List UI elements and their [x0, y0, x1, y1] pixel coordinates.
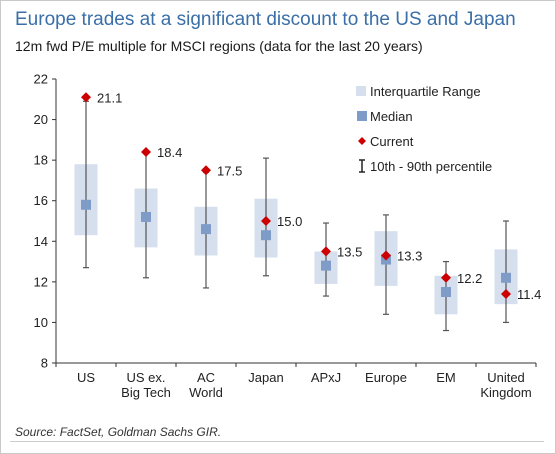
median-marker [141, 211, 151, 222]
chart-subtitle: 12m fwd P/E multiple for MSCI regions (d… [15, 38, 423, 54]
median-marker [501, 272, 511, 283]
chart-title: Europe trades at a significant discount … [15, 9, 516, 30]
current-value-label: 15.0 [277, 214, 302, 229]
y-tick-label: 16 [34, 193, 48, 208]
bottom-divider [10, 441, 544, 442]
x-category-label: Japan [248, 370, 283, 385]
current-marker [261, 216, 271, 226]
current-marker [321, 246, 331, 257]
legend-iqr-swatch [356, 86, 366, 96]
x-category-label: US [77, 370, 95, 385]
y-tick-label: 18 [34, 153, 48, 168]
x-category-label: Kingdom [480, 385, 531, 400]
median-marker [81, 199, 91, 210]
legend-label: 10th - 90th percentile [370, 159, 492, 174]
y-tick-label: 12 [34, 274, 48, 289]
x-category-label: World [189, 385, 223, 400]
chart-source: Source: FactSet, Goldman Sachs GIR. [15, 425, 222, 439]
current-value-label: 17.5 [217, 163, 242, 178]
current-value-label: 12.2 [457, 271, 482, 286]
legend-median-swatch [357, 111, 367, 121]
legend-label: Median [370, 109, 413, 124]
median-marker [441, 287, 451, 297]
y-tick-label: 10 [34, 315, 48, 330]
legend-label: Interquartile Range [370, 84, 481, 99]
current-marker [501, 289, 511, 300]
median-marker [321, 260, 331, 271]
x-category-label: APxJ [311, 370, 341, 385]
current-value-label: 13.5 [337, 244, 362, 259]
x-category-label: US ex. [126, 370, 165, 385]
current-value-label: 18.4 [157, 145, 182, 160]
x-category-label: United [487, 370, 525, 385]
current-marker [201, 165, 211, 176]
current-marker [381, 250, 391, 261]
x-category-label: AC [197, 370, 215, 385]
current-marker [81, 92, 91, 103]
current-marker [441, 272, 451, 283]
legend-label: Current [370, 134, 414, 149]
current-marker [141, 147, 151, 158]
current-value-label: 11.4 [517, 287, 541, 302]
x-category-label: Big Tech [121, 385, 171, 400]
y-tick-label: 20 [34, 112, 48, 127]
x-category-label: Europe [365, 370, 407, 385]
x-category-label: EM [436, 370, 456, 385]
y-tick-label: 14 [34, 234, 48, 249]
current-value-label: 13.3 [397, 248, 422, 263]
current-value-label: 21.1 [97, 90, 122, 105]
median-marker [201, 224, 211, 235]
median-marker [261, 230, 271, 241]
y-tick-label: 22 [34, 72, 48, 87]
legend-current-swatch [358, 137, 366, 145]
y-tick-label: 8 [41, 356, 48, 371]
